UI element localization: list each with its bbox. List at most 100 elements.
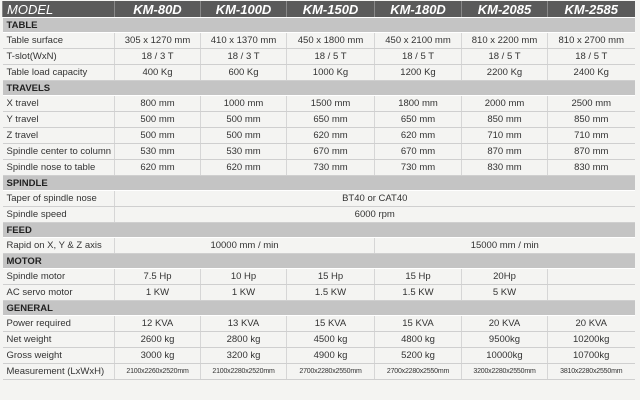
spec-value: 1.5 KW	[286, 284, 375, 301]
spec-value: 20Hp	[461, 268, 548, 285]
section-title: TABLE	[2, 17, 635, 33]
spec-value: 3810x2280x2550mm	[547, 363, 635, 380]
spec-value: 670 mm	[374, 143, 462, 160]
spec-value: 530 mm	[114, 143, 201, 160]
spec-value: 1 KW	[200, 284, 287, 301]
spec-value: 18 / 5 T	[286, 48, 375, 65]
spec-value: 850 mm	[547, 111, 635, 128]
spec-value: 5 KW	[461, 284, 548, 301]
spec-row: Measurement (LxWxH) 2100x2260x2520mm 2100x…	[2, 363, 635, 380]
spec-row: Y travel 500 mm 500 mm 650 mm 650 mm 850 mm 85…	[2, 111, 635, 128]
spec-value: 2100x2280x2520mm	[200, 363, 287, 380]
spec-value: 10200kg	[547, 331, 635, 348]
spec-value: 870 mm	[547, 143, 635, 160]
spec-value: 810 x 2200 mm	[461, 32, 548, 49]
empty-cell	[547, 268, 635, 285]
spec-row: Z travel 500 mm 500 mm 620 mm 620 mm 710 mm 71…	[2, 127, 635, 144]
spec-label: Z travel	[2, 127, 115, 144]
spec-value: 2700x2280x2550mm	[374, 363, 462, 380]
section-title: GENERAL	[2, 300, 635, 316]
spec-value: 1800 mm	[374, 95, 462, 112]
spec-value: 620 mm	[286, 127, 375, 144]
spec-value: 730 mm	[286, 159, 375, 176]
spec-row: Power required 12 KVA 13 KVA 15 KVA 15 KVA 20…	[2, 315, 635, 332]
spec-row: Spindle speed 6000 rpm	[2, 206, 635, 223]
spec-row: T-slot(WxN) 18 / 3 T 18 / 3 T 18 / 5 T 18 / …	[2, 48, 635, 65]
spec-value: 7.5 Hp	[114, 268, 201, 285]
spec-row: AC servo motor 1 KW 1 KW 1.5 KW 1.5 KW 5 KW	[2, 284, 635, 301]
spec-value: 10000 mm / min	[114, 237, 375, 254]
spec-value: 9500kg	[461, 331, 548, 348]
spec-value: 530 mm	[200, 143, 287, 160]
spec-value: 500 mm	[114, 111, 201, 128]
spec-value: 20 KVA	[461, 315, 548, 332]
spec-value: 600 Kg	[200, 64, 287, 81]
spec-value: 500 mm	[114, 127, 201, 144]
model-name: KM-150D	[286, 1, 375, 18]
model-name: KM-100D	[200, 1, 287, 18]
spec-value: 18 / 3 T	[114, 48, 201, 65]
spec-value: 15 Hp	[286, 268, 375, 285]
spec-value: 710 mm	[461, 127, 548, 144]
spec-value: 2800 kg	[200, 331, 287, 348]
spec-value: 3000 kg	[114, 347, 201, 364]
spec-value: 3200 kg	[200, 347, 287, 364]
spec-label: Taper of spindle nose	[2, 190, 115, 207]
header-row: MODEL KM-80D KM-100D KM-150D KM-180D KM-2085 K…	[2, 1, 635, 18]
spec-value: 2500 mm	[547, 95, 635, 112]
spec-value: 650 mm	[286, 111, 375, 128]
spec-value: 830 mm	[547, 159, 635, 176]
model-name: KM-2585	[547, 1, 635, 18]
spec-label: Spindle motor	[2, 268, 115, 285]
spec-label: Power required	[2, 315, 115, 332]
spec-value: 500 mm	[200, 127, 287, 144]
spec-value: 1.5 KW	[374, 284, 462, 301]
section-row: TABLE	[2, 17, 635, 33]
spec-row: Spindle center to column 530 mm 530 mm 670 …	[2, 143, 635, 160]
spec-value: 1 KW	[114, 284, 201, 301]
spec-value: 800 mm	[114, 95, 201, 112]
spec-value: 670 mm	[286, 143, 375, 160]
model-name: KM-180D	[374, 1, 462, 18]
section-row: MOTOR	[2, 253, 635, 269]
section-row: GENERAL	[2, 300, 635, 316]
spec-value: 12 KVA	[114, 315, 201, 332]
spec-value: 18 / 5 T	[547, 48, 635, 65]
spec-label: Spindle center to column	[2, 143, 115, 160]
spec-value: 5200 kg	[374, 347, 462, 364]
spec-value: 18 / 5 T	[374, 48, 462, 65]
spec-label: Spindle nose to table	[2, 159, 115, 176]
spec-value: 710 mm	[547, 127, 635, 144]
spec-value: 2400 Kg	[547, 64, 635, 81]
spec-row: Net weight 2600 kg 2800 kg 4500 kg 4800 kg 95…	[2, 331, 635, 348]
spec-value: 15 Hp	[374, 268, 462, 285]
spec-value: 13 KVA	[200, 315, 287, 332]
spec-row: Taper of spindle nose BT40 or CAT40	[2, 190, 635, 207]
spec-value: 18 / 3 T	[200, 48, 287, 65]
spec-label: T-slot(WxN)	[2, 48, 115, 65]
spec-row: Table load capacity 400 Kg 600 Kg 1000 Kg 12…	[2, 64, 635, 81]
spec-row: Table surface 305 x 1270 mm 410 x 1370 mm 4…	[2, 32, 635, 49]
section-row: TRAVELS	[2, 80, 635, 96]
header-label: MODEL	[2, 1, 115, 18]
spec-value: 15 KVA	[286, 315, 375, 332]
spec-label: Net weight	[2, 331, 115, 348]
spec-value: 1000 Kg	[286, 64, 375, 81]
spec-value: 2100x2260x2520mm	[114, 363, 201, 380]
spec-label: Table load capacity	[2, 64, 115, 81]
section-title: FEED	[2, 222, 635, 238]
spec-value: 4500 kg	[286, 331, 375, 348]
spec-value: 620 mm	[374, 127, 462, 144]
spec-value: 870 mm	[461, 143, 548, 160]
spec-value: 6000 rpm	[114, 206, 635, 223]
spec-label: AC servo motor	[2, 284, 115, 301]
spec-value: 1000 mm	[200, 95, 287, 112]
spec-value: 2600 kg	[114, 331, 201, 348]
section-row: FEED	[2, 222, 635, 238]
spec-value: 3200x2280x2550mm	[461, 363, 548, 380]
spec-label: Rapid on X, Y & Z axis	[2, 237, 115, 254]
spec-value: 4800 kg	[374, 331, 462, 348]
spec-row: Spindle motor 7.5 Hp 10 Hp 15 Hp 15 Hp 20Hp	[2, 268, 635, 285]
model-name: KM-2085	[461, 1, 548, 18]
